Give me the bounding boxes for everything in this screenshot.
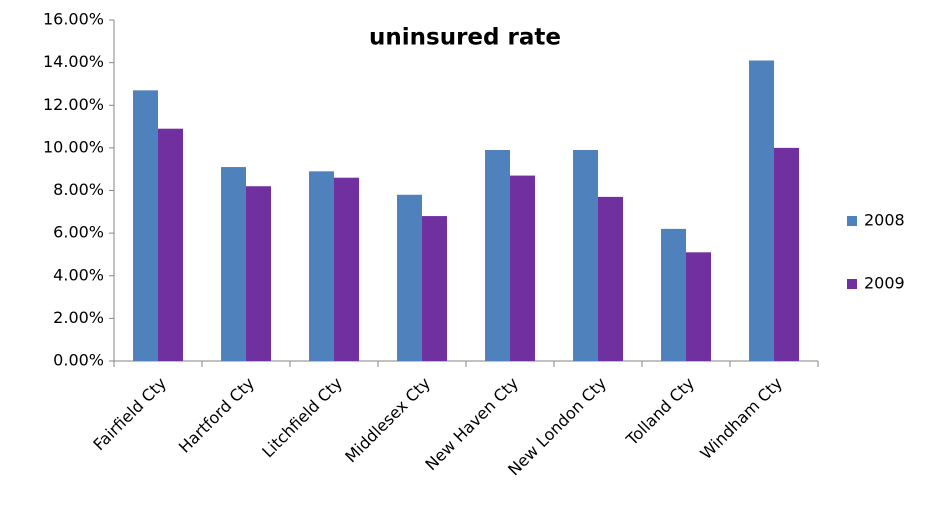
bar	[334, 177, 359, 361]
x-tick-label: Windham Cty	[696, 374, 786, 464]
bar	[774, 147, 799, 361]
bar	[686, 252, 711, 361]
y-tick-label: 12.00%	[43, 95, 104, 114]
bar	[661, 228, 686, 361]
x-tick-label: New London Cty	[504, 374, 610, 480]
chart-title: uninsured rate	[369, 25, 561, 51]
y-tick-label: 8.00%	[53, 180, 104, 199]
bar	[422, 216, 447, 361]
bar	[397, 194, 422, 361]
legend-label: 2008	[864, 211, 905, 230]
y-tick-label: 6.00%	[53, 223, 104, 242]
bar	[133, 90, 158, 362]
bar	[309, 171, 334, 361]
x-tick-label: Middlesex Cty	[341, 374, 434, 467]
x-tick-label: Fairfield Cty	[89, 374, 170, 455]
bar	[749, 60, 774, 362]
bar	[485, 150, 510, 361]
legend-swatch	[847, 216, 857, 226]
x-tick-label: Tolland Cty	[622, 374, 698, 450]
y-tick-label: 10.00%	[43, 137, 104, 156]
y-tick-label: 2.00%	[53, 308, 104, 327]
y-tick-label: 4.00%	[53, 265, 104, 284]
bar	[510, 175, 535, 361]
y-tick-label: 0.00%	[53, 351, 104, 370]
bar	[246, 186, 271, 361]
x-tick-label: New Haven Cty	[421, 374, 522, 475]
legend-label: 2009	[864, 274, 905, 293]
y-tick-label: 14.00%	[43, 52, 104, 71]
bar	[158, 128, 183, 361]
x-tick-label: Litchfield Cty	[258, 374, 346, 462]
legend-swatch	[847, 279, 857, 289]
bar	[573, 150, 598, 361]
bar	[221, 167, 246, 361]
x-tick-label: Hartford Cty	[175, 374, 258, 457]
bar	[598, 196, 623, 361]
y-tick-label: 16.00%	[43, 10, 104, 29]
